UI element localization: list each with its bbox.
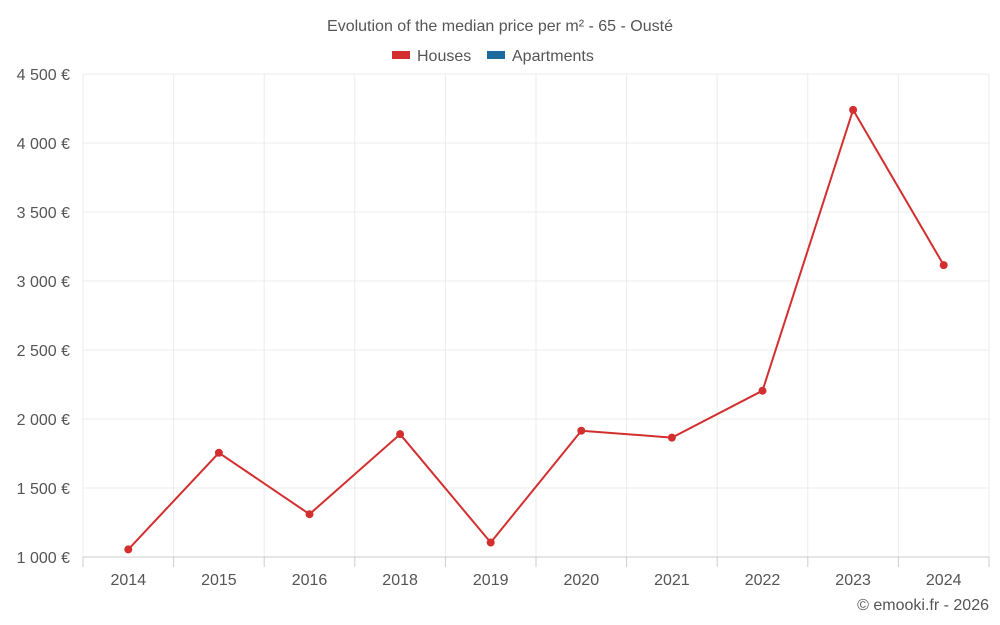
y-tick-label: 4 500 € xyxy=(17,67,70,84)
x-tick-label: 2016 xyxy=(292,572,328,589)
data-point-houses-2016 xyxy=(305,510,314,519)
x-tick-label: 2022 xyxy=(745,572,781,589)
data-point-houses-2021 xyxy=(667,433,676,442)
legend-item-apartments[interactable]: Apartments xyxy=(487,48,594,65)
data-point-houses-2014 xyxy=(124,545,133,554)
data-point-houses-2019 xyxy=(486,538,495,547)
data-point-houses-2018 xyxy=(396,430,405,439)
y-tick-label: 4 000 € xyxy=(17,136,70,153)
data-point-houses-2020 xyxy=(577,426,586,435)
x-tick-label: 2021 xyxy=(654,572,690,589)
x-tick-label: 2014 xyxy=(111,572,147,589)
data-point-houses-2022 xyxy=(758,386,767,395)
data-point-houses-2024 xyxy=(939,261,948,270)
y-axis-ticks: 1 000 € 1 500 € 2 000 € 2 500 € 3 000 € 3 500… xyxy=(17,67,70,567)
credit-text: © emooki.fr - 2026 xyxy=(857,597,989,614)
legend-swatch-houses xyxy=(392,51,410,59)
grid xyxy=(82,73,990,557)
series-line-houses xyxy=(127,108,945,551)
series xyxy=(124,105,948,554)
y-tick-label: 3 500 € xyxy=(17,205,70,222)
x-tick-label: 2023 xyxy=(835,572,871,589)
legend-swatch-apartments xyxy=(487,51,505,59)
x-axis-ticks: 2014 2015 2016 2018 2019 2020 2021 2022 2023 2024 xyxy=(111,572,962,589)
legend-item-houses[interactable]: Houses xyxy=(392,48,471,65)
y-tick-label: 1 000 € xyxy=(17,550,70,567)
legend-label-apartments: Apartments xyxy=(512,48,594,65)
legend-label-houses: Houses xyxy=(417,48,471,65)
x-tick-label: 2019 xyxy=(473,572,509,589)
legend: Houses Apartments xyxy=(392,48,594,65)
y-tick-label: 3 000 € xyxy=(17,274,70,291)
axes xyxy=(82,556,990,567)
y-tick-label: 2 000 € xyxy=(17,412,70,429)
x-tick-label: 2020 xyxy=(564,572,600,589)
y-tick-label: 1 500 € xyxy=(17,481,70,498)
x-tick-label: 2018 xyxy=(382,572,418,589)
data-point-houses-2015 xyxy=(214,448,223,457)
data-point-houses-2023 xyxy=(849,105,858,114)
x-tick-label: 2024 xyxy=(926,572,962,589)
y-tick-label: 2 500 € xyxy=(17,343,70,360)
x-tick-label: 2015 xyxy=(201,572,237,589)
chart-title: Evolution of the median price per m² - 6… xyxy=(327,18,673,35)
